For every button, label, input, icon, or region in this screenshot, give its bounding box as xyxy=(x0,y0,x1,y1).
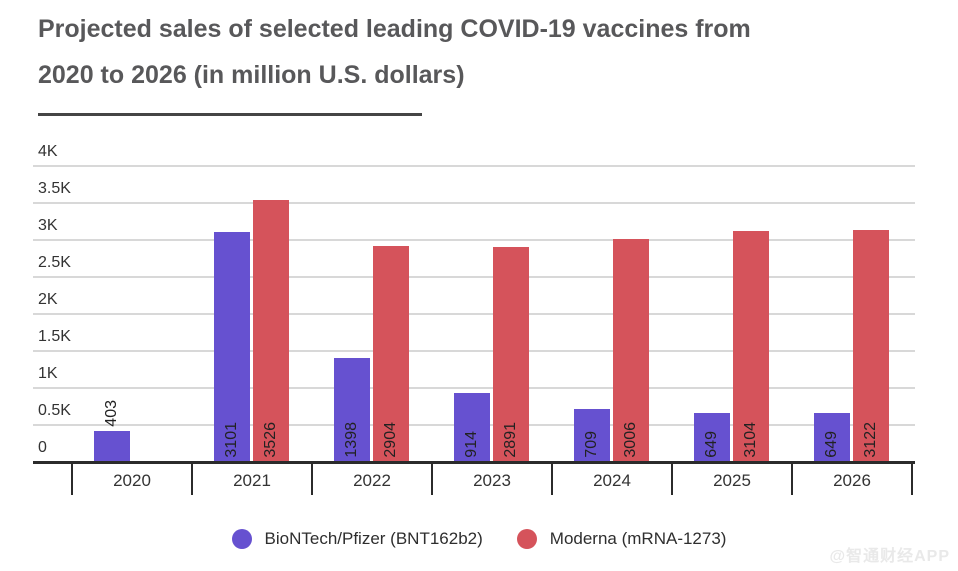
bar-value-text: 3101 xyxy=(223,422,240,458)
bar-value-text: 1398 xyxy=(343,422,360,458)
bar-value-text: 649 xyxy=(823,431,840,458)
y-axis-tick-label: 4K xyxy=(38,143,58,160)
bar-value-label-pfizer-2024: 709 xyxy=(574,431,610,458)
y-axis-tick-label: 3.5K xyxy=(38,180,71,197)
legend-circle-icon-pfizer xyxy=(231,529,252,549)
bar-value-text: 2904 xyxy=(382,422,399,458)
bar-pfizer-2023 xyxy=(454,393,490,461)
bar-value-label-pfizer-2020: 403 xyxy=(94,400,130,427)
bar-value-label-pfizer-2025: 649 xyxy=(694,431,730,458)
legend-circle-icon-moderna xyxy=(516,529,537,549)
gridline-1.5K xyxy=(33,350,915,352)
chart-legend: BioNTech/Pfizer (BNT162b2) Moderna (mRNA-… xyxy=(0,529,958,549)
x-axis-label-2021: 2021 xyxy=(233,471,271,490)
watermark-text: @智通财经APP xyxy=(829,548,950,565)
x-axis-label-2020: 2020 xyxy=(113,471,151,490)
x-axis-tick xyxy=(671,464,673,495)
chart-title-line-2: 2020 to 2026 (in million U.S. dollars) xyxy=(38,61,465,89)
bar-value-label-moderna-2026: 3122 xyxy=(853,422,889,458)
bar-value-text: 709 xyxy=(583,431,600,458)
bar-value-text: 403 xyxy=(103,400,120,427)
legend-label-pfizer: BioNTech/Pfizer (BNT162b2) xyxy=(264,529,483,548)
y-axis-tick-label: 0 xyxy=(38,439,47,456)
x-axis-label-2026: 2026 xyxy=(833,471,871,490)
bar-pfizer-2026 xyxy=(814,413,850,461)
legend-label-moderna: Moderna (mRNA-1273) xyxy=(549,529,727,548)
chart-title: Projected sales of selected leading COVI… xyxy=(38,6,751,98)
bar-value-label-pfizer-2021: 3101 xyxy=(214,422,250,458)
gridline-3.5K xyxy=(33,202,915,204)
bar-value-label-moderna-2022: 2904 xyxy=(373,422,409,458)
bar-pfizer-2021 xyxy=(214,232,250,461)
bar-moderna-2023 xyxy=(493,247,529,461)
bar-pfizer-2022 xyxy=(334,358,370,461)
bar-value-label-moderna-2021: 3526 xyxy=(253,422,289,458)
bar-moderna-2022 xyxy=(373,246,409,461)
bar-moderna-2025 xyxy=(733,231,769,461)
bar-moderna-2021 xyxy=(253,200,289,461)
y-axis-tick-label: 1K xyxy=(38,365,58,382)
gridline-1K xyxy=(33,387,915,389)
bar-value-text: 3006 xyxy=(622,422,639,458)
y-axis-tick-label: 3K xyxy=(38,217,58,234)
x-axis-tick xyxy=(551,464,553,495)
bar-value-text: 3526 xyxy=(262,422,279,458)
y-axis-tick-label: 1.5K xyxy=(38,328,71,345)
bar-value-text: 2891 xyxy=(502,422,519,458)
bar-value-text: 3104 xyxy=(742,422,759,458)
legend-item-pfizer: BioNTech/Pfizer (BNT162b2) xyxy=(231,529,483,549)
x-axis-tick xyxy=(311,464,313,495)
bar-pfizer-2025 xyxy=(694,413,730,461)
x-axis-label-2023: 2023 xyxy=(473,471,511,490)
gridline-4K xyxy=(33,165,915,167)
x-axis-label-2025: 2025 xyxy=(713,471,751,490)
bar-value-text: 914 xyxy=(463,431,480,458)
y-axis-tick-label: 2K xyxy=(38,291,58,308)
y-axis-tick-label: 2.5K xyxy=(38,254,71,271)
bar-pfizer-2024 xyxy=(574,409,610,461)
chart-title-line-1: Projected sales of selected leading COVI… xyxy=(38,15,751,43)
gridline-3K xyxy=(33,239,915,241)
bar-moderna-2024 xyxy=(613,239,649,461)
gridline-2K xyxy=(33,313,915,315)
bar-value-label-moderna-2025: 3104 xyxy=(733,422,769,458)
bar-moderna-2026 xyxy=(853,230,889,461)
bar-value-label-moderna-2023: 2891 xyxy=(493,422,529,458)
x-axis-line xyxy=(33,461,915,464)
legend-item-moderna: Moderna (mRNA-1273) xyxy=(516,529,727,549)
title-underline xyxy=(38,113,422,116)
x-axis-label-2024: 2024 xyxy=(593,471,631,490)
bar-value-label-pfizer-2026: 649 xyxy=(814,431,850,458)
gridline-2.5K xyxy=(33,276,915,278)
bar-value-text: 649 xyxy=(703,431,720,458)
bar-value-text: 3122 xyxy=(862,422,879,458)
bar-value-label-pfizer-2023: 914 xyxy=(454,431,490,458)
x-axis-tick xyxy=(431,464,433,495)
x-axis-tick xyxy=(911,464,913,495)
x-axis-tick xyxy=(791,464,793,495)
x-axis-tick xyxy=(191,464,193,495)
bar-value-label-pfizer-2022: 1398 xyxy=(334,422,370,458)
y-axis-tick-label: 0.5K xyxy=(38,402,71,419)
x-axis-tick xyxy=(71,464,73,495)
bar-pfizer-2020 xyxy=(94,431,130,461)
bar-value-label-moderna-2024: 3006 xyxy=(613,422,649,458)
x-axis-label-2022: 2022 xyxy=(353,471,391,490)
